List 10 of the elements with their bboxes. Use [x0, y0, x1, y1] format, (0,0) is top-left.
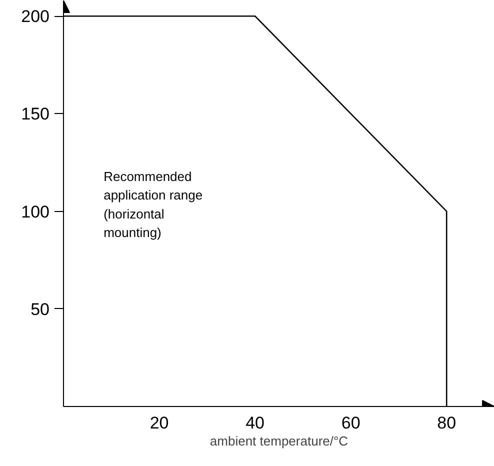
x-axis-title: ambient temperature/°C	[210, 434, 348, 448]
x-tick-label: 60	[341, 414, 360, 432]
x-tick-label: 80	[437, 414, 456, 432]
y-tick-label: 50	[30, 300, 50, 319]
y-tick-label: 200	[21, 7, 50, 26]
x-tick-label: 40	[246, 414, 265, 432]
y-tick-label: 100	[21, 202, 50, 222]
y-tick-label: 150	[21, 104, 50, 124]
annotation: Recommended application range (horizontal mounting)	[104, 168, 203, 240]
x-tick-label: 20	[150, 414, 169, 432]
